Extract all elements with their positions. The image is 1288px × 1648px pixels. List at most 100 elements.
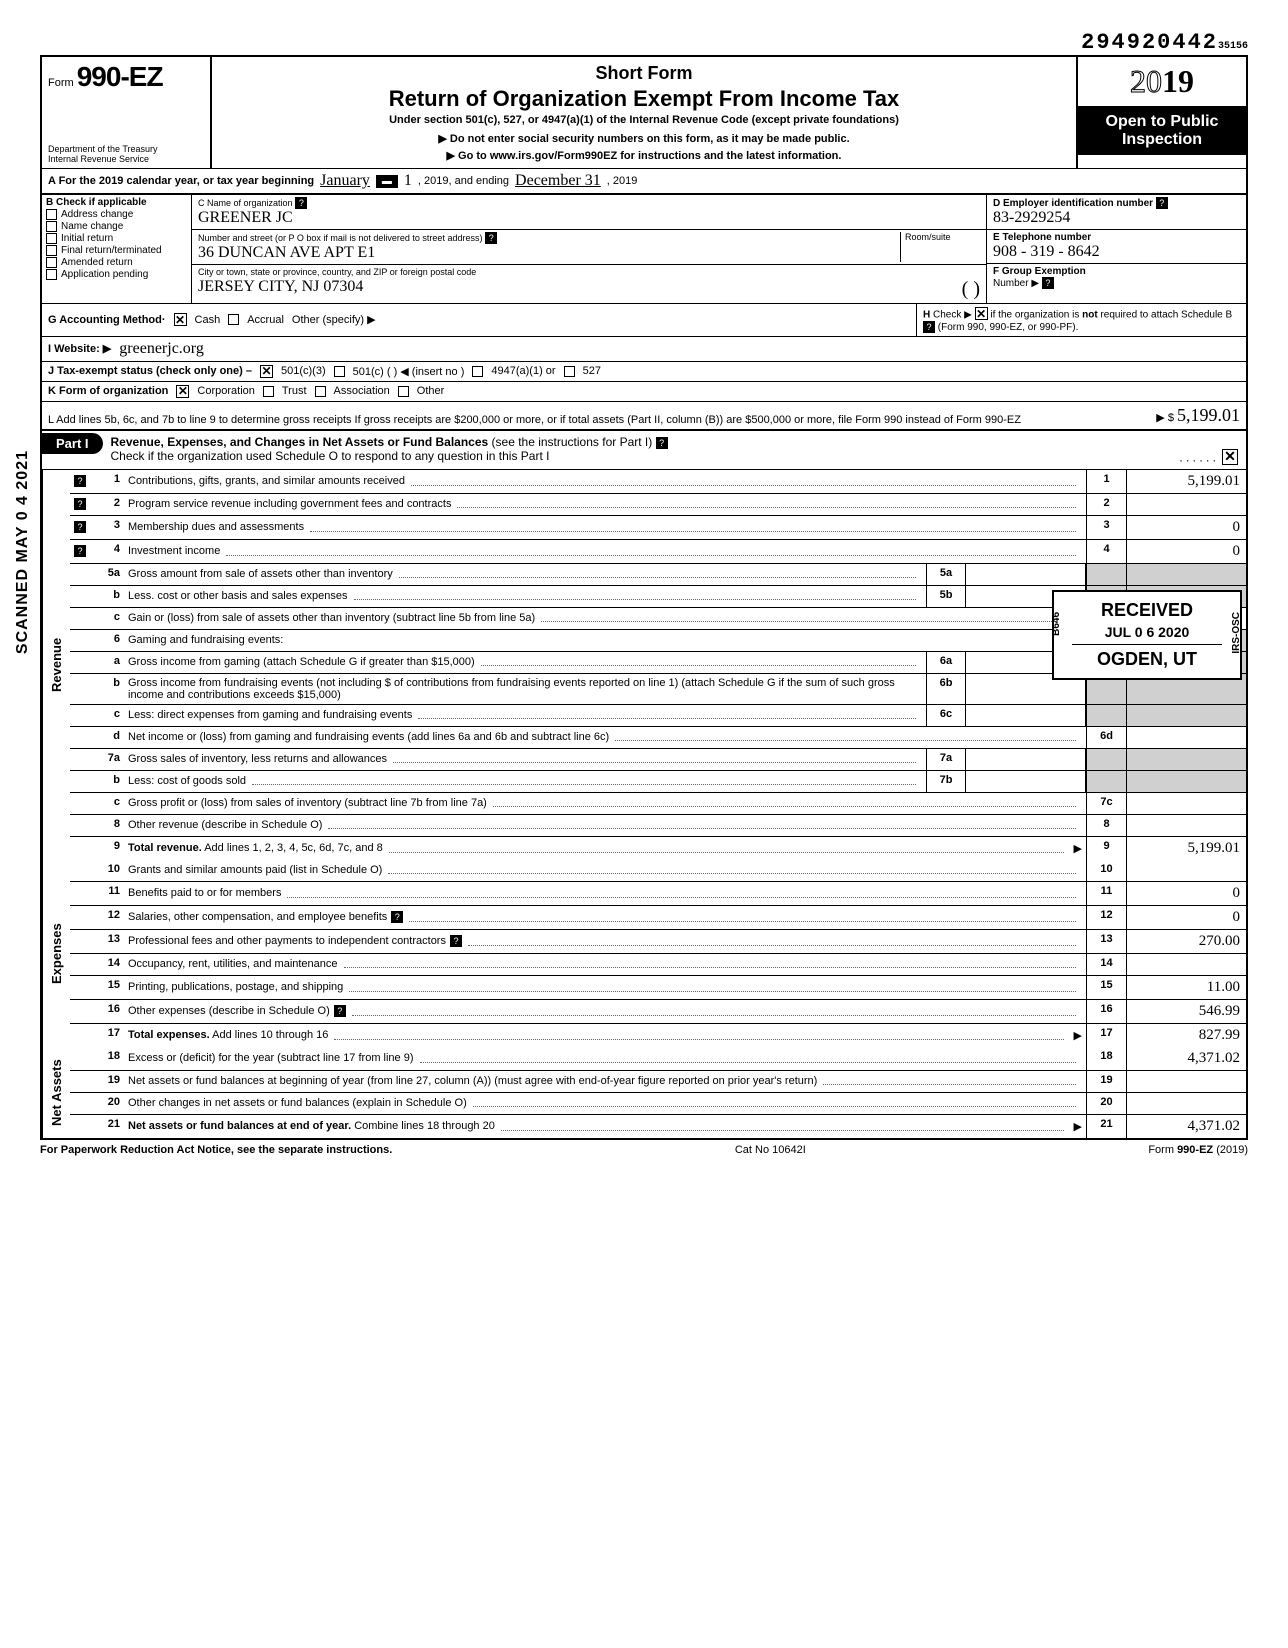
end-line-value[interactable] <box>1126 860 1246 881</box>
end-line-number: 14 <box>1086 954 1126 975</box>
chk-final-return[interactable] <box>46 245 57 256</box>
help-icon[interactable]: ? <box>295 197 307 209</box>
mid-line-number: 5b <box>926 586 966 607</box>
end-line-value[interactable]: 546.99 <box>1126 1000 1246 1023</box>
end-line-value[interactable] <box>1126 1071 1246 1092</box>
line-number: 6 <box>90 630 124 651</box>
end-line-number: 18 <box>1086 1047 1126 1070</box>
chk-501c[interactable] <box>334 366 345 377</box>
end-line-value[interactable] <box>1126 1093 1246 1114</box>
end-line-value[interactable] <box>1126 494 1246 515</box>
help-icon[interactable]: ? <box>74 521 86 533</box>
short-form-label: Short Form <box>222 63 1066 84</box>
chk-527[interactable] <box>564 366 575 377</box>
help-icon[interactable]: ? <box>74 545 86 557</box>
line-5a: 5aGross amount from sale of assets other… <box>70 564 1246 586</box>
mid-line-number: 7a <box>926 749 966 770</box>
line-number: b <box>90 586 124 607</box>
end-line-value[interactable]: 0 <box>1126 516 1246 539</box>
help-icon[interactable]: ? <box>74 475 86 487</box>
end-line-value[interactable] <box>1126 793 1246 814</box>
chk-corporation[interactable]: ✕ <box>176 385 189 398</box>
chk-amended-return[interactable] <box>46 257 57 268</box>
mid-line-value[interactable] <box>966 705 1086 726</box>
chk-application-pending[interactable] <box>46 269 57 280</box>
chk-initial-return[interactable] <box>46 233 57 244</box>
line-description: Net income or (loss) from gaming and fun… <box>124 727 1086 748</box>
help-icon[interactable]: ? <box>74 498 86 510</box>
chk-address-change[interactable] <box>46 209 57 220</box>
city-value: JERSEY CITY, NJ 07304 <box>198 278 363 295</box>
line-description: Net assets or fund balances at beginning… <box>124 1071 1086 1092</box>
line-number: c <box>90 705 124 726</box>
help-icon[interactable]: ? <box>1042 277 1054 289</box>
chk-501c3[interactable]: ✕ <box>260 365 273 378</box>
tax-year: 20201919 <box>1078 57 1246 107</box>
line-number: 10 <box>90 860 124 881</box>
line-b: bLess: cost of goods sold7b <box>70 771 1246 793</box>
chk-h-schedule-b[interactable]: ✕ <box>975 307 988 320</box>
help-icon[interactable]: ? <box>1156 197 1168 209</box>
mid-line-value[interactable] <box>966 564 1086 585</box>
chk-other-org[interactable] <box>398 386 409 397</box>
chk-schedule-o[interactable]: ✕ <box>1222 449 1238 465</box>
line-number: d <box>90 727 124 748</box>
line-description: Occupancy, rent, utilities, and maintena… <box>124 954 1086 975</box>
end-line-value[interactable]: 0 <box>1126 906 1246 929</box>
street-value: 36 DUNCAN AVE APT E1 <box>198 244 375 261</box>
end-line-value[interactable]: 827.99 <box>1126 1024 1246 1047</box>
chk-trust[interactable] <box>263 386 274 397</box>
end-line-number: 20 <box>1086 1093 1126 1114</box>
help-icon[interactable]: ? <box>656 437 668 449</box>
line-2: ?2Program service revenue including gove… <box>70 494 1246 516</box>
mid-line-value[interactable] <box>966 749 1086 770</box>
help-icon[interactable]: ? <box>391 911 403 923</box>
end-line-value-shade <box>1126 771 1246 792</box>
received-stamp: RECEIVED JUL 0 6 2020 OGDEN, UT B646 IRS… <box>1052 590 1242 681</box>
end-line-value[interactable]: 0 <box>1126 882 1246 905</box>
chk-name-change[interactable] <box>46 221 57 232</box>
section-b-through-f: B Check if applicable Address change Nam… <box>40 195 1248 304</box>
end-line-value[interactable]: 5,199.01 <box>1126 837 1246 860</box>
end-line-value[interactable]: 5,199.01 <box>1126 470 1246 493</box>
end-line-number-shade <box>1086 771 1126 792</box>
e-phone-label: E Telephone number <box>993 232 1091 243</box>
c-addr-label: Number and street (or P O box if mail is… <box>198 233 482 243</box>
end-line-value[interactable] <box>1126 954 1246 975</box>
c-name-label: C Name of organization <box>198 198 293 208</box>
line-number: 12 <box>90 906 124 929</box>
line-description: Gross amount from sale of assets other t… <box>124 564 926 585</box>
part-1-header: Part I Revenue, Expenses, and Changes in… <box>40 431 1248 470</box>
dept-treasury: Department of the Treasury <box>48 144 204 154</box>
line-description: Professional fees and other payments to … <box>124 930 1086 953</box>
line-number: a <box>90 652 124 673</box>
chk-accrual[interactable] <box>228 314 239 325</box>
line-7a: 7aGross sales of inventory, less returns… <box>70 749 1246 771</box>
end-line-value[interactable]: 0 <box>1126 540 1246 563</box>
line-description: Investment income <box>124 540 1086 563</box>
col-b-header: B Check if applicable <box>46 197 187 208</box>
end-line-value[interactable] <box>1126 727 1246 748</box>
help-icon[interactable]: ? <box>923 321 935 333</box>
line-11: 11Benefits paid to or for members110 <box>70 882 1246 906</box>
end-line-value[interactable]: 11.00 <box>1126 976 1246 999</box>
end-line-value[interactable] <box>1126 815 1246 836</box>
line-description: Less: cost of goods sold <box>124 771 926 792</box>
chk-association[interactable] <box>315 386 326 397</box>
chk-4947[interactable] <box>472 366 483 377</box>
ein-value: 83-2929254 <box>993 209 1070 226</box>
line-number: 16 <box>90 1000 124 1023</box>
help-icon[interactable]: ? <box>450 935 462 947</box>
line-description: Program service revenue including govern… <box>124 494 1086 515</box>
mid-line-value[interactable] <box>966 771 1086 792</box>
end-line-value[interactable]: 4,371.02 <box>1126 1047 1246 1070</box>
help-icon[interactable]: ? <box>485 232 497 244</box>
help-icon[interactable]: ? <box>334 1005 346 1017</box>
chk-cash[interactable]: ✕ <box>174 313 187 326</box>
end-line-value[interactable]: 270.00 <box>1126 930 1246 953</box>
line-number: 18 <box>90 1047 124 1070</box>
end-line-number: 6d <box>1086 727 1126 748</box>
end-line-value[interactable]: 4,371.02 <box>1126 1115 1246 1138</box>
line-description: Total revenue. Add lines 1, 2, 3, 4, 5c,… <box>124 837 1086 860</box>
line-description: Membership dues and assessments <box>124 516 1086 539</box>
